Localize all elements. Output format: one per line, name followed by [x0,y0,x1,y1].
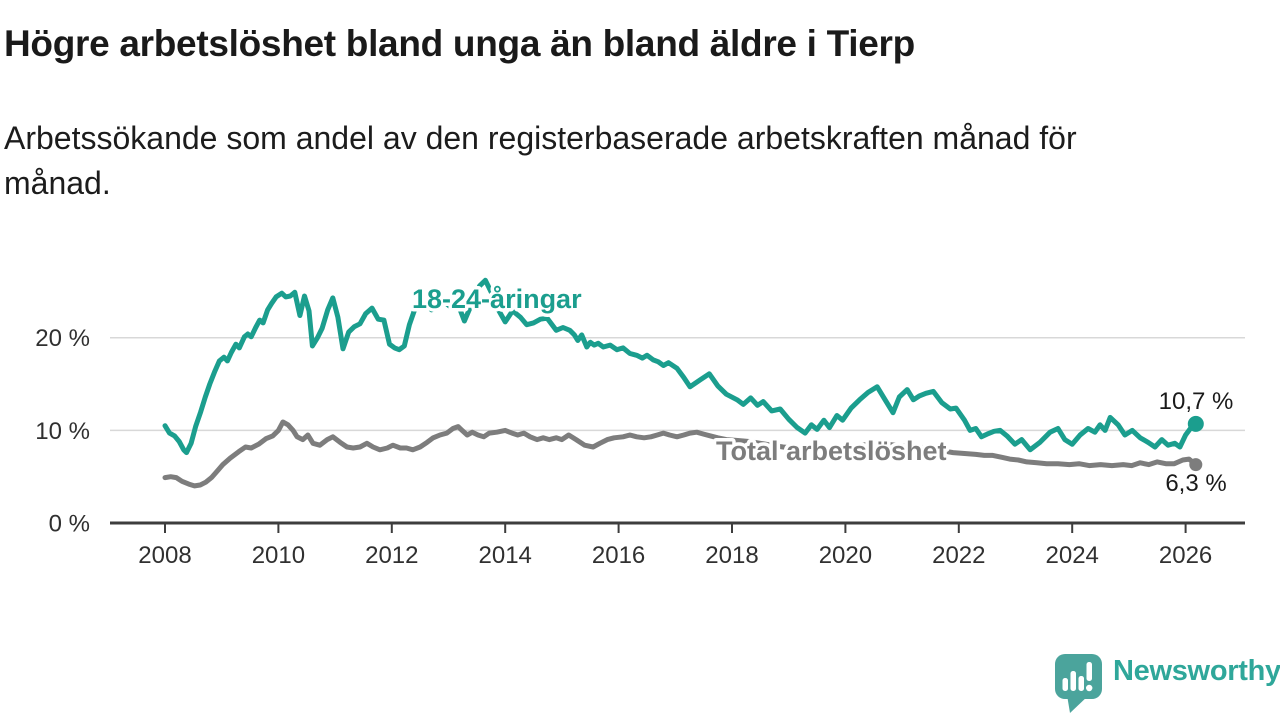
series-line-18-24-åringar [162,277,1199,456]
newsworthy-logo-icon [1055,654,1102,713]
series-end-value-label: 10,7 % [1159,388,1234,415]
bar-chart-glyph [1062,662,1093,692]
series-end-value-label: 6,3 % [1165,470,1226,497]
series-end-dot [1187,415,1204,432]
x-tick-label: 2018 [705,542,758,569]
x-tick-label: 2016 [592,542,645,569]
x-tick-label: 2020 [819,542,872,569]
series-label-18-24-åringar: 18-24-åringar [412,284,582,314]
x-tick-label: 2014 [479,542,532,569]
series-label-total-arbetslöshet: Total arbetslöshet [716,436,947,466]
x-tick-label: 2026 [1159,542,1212,569]
newsworthy-logo: Newsworthy [1054,652,1280,714]
x-tick-label: 2024 [1046,542,1099,569]
y-tick-label: 10 % [35,418,90,445]
x-tick-label: 2010 [252,542,305,569]
x-tick-label: 2008 [138,542,191,569]
x-tick-label: 2022 [932,542,985,569]
chart-subtitle: Arbetssökande som andel av den registerb… [4,120,1077,201]
chart-title: Högre arbetslöshet bland unga än bland ä… [4,23,915,64]
x-tick-label: 2012 [365,542,418,569]
series-end-dot [1189,458,1203,472]
y-tick-label: 20 % [35,325,90,352]
series-line-total-arbetslöshet [162,419,1199,489]
y-tick-label: 0 % [49,511,90,538]
newsworthy-logo-text: Newsworthy [1113,655,1280,687]
